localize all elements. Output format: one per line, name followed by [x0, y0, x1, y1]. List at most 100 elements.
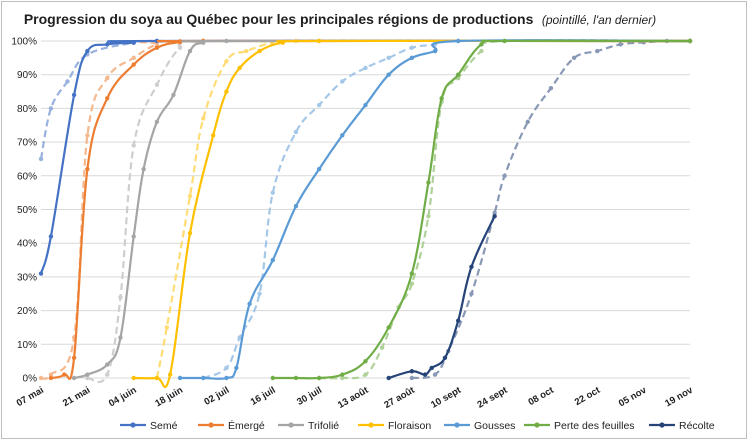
data-point	[456, 72, 461, 77]
data-point-previous	[618, 42, 623, 47]
data-point	[38, 271, 44, 276]
y-tick-label: 100%	[11, 37, 37, 48]
series-current-4	[177, 38, 693, 381]
y-tick-label: 0%	[23, 374, 38, 385]
data-point	[409, 271, 415, 276]
y-tick-label: 40%	[17, 239, 37, 250]
series-line-previous	[39, 39, 691, 160]
data-point-previous	[502, 173, 507, 178]
series-layer	[38, 38, 693, 389]
y-tick-label: 90%	[17, 70, 37, 81]
data-point	[48, 234, 54, 239]
data-point-previous	[177, 45, 183, 50]
data-point	[71, 92, 77, 98]
data-point	[154, 119, 160, 125]
data-point-previous	[363, 65, 368, 71]
data-point	[85, 48, 90, 54]
y-tick-label: 50%	[17, 205, 37, 216]
legend-label: Semé	[150, 420, 178, 432]
data-point-previous	[386, 55, 391, 61]
series-line-previous	[155, 39, 691, 379]
data-point-previous	[340, 79, 345, 84]
data-point	[439, 96, 444, 101]
data-point	[131, 40, 136, 45]
y-tick-label: 20%	[17, 306, 37, 317]
data-point-previous	[270, 190, 275, 195]
data-point-previous	[293, 129, 299, 135]
x-tick-label: 08 oct	[526, 384, 556, 408]
data-point-previous	[409, 45, 415, 50]
data-point	[247, 301, 252, 307]
legend-label: Émergé	[228, 419, 265, 432]
data-point-previous	[409, 375, 415, 381]
legend-label: Floraison	[388, 420, 431, 432]
data-point	[293, 375, 299, 381]
legend-marker	[454, 422, 460, 428]
x-tick-label: 13 août	[336, 384, 371, 411]
data-point	[340, 133, 345, 138]
data-point-previous	[38, 156, 44, 162]
data-point-previous	[154, 82, 160, 88]
series-line-current	[39, 39, 691, 274]
data-point	[270, 257, 275, 263]
data-point-previous	[131, 55, 136, 61]
data-point-previous	[164, 325, 170, 330]
chart-title-note: (pointillé, l'an dernier)	[542, 13, 656, 27]
data-point	[224, 89, 229, 94]
data-point-previous	[426, 214, 431, 219]
data-point	[293, 203, 299, 209]
data-point	[257, 48, 262, 54]
chart-title-main: Progression du soya au Québec pour les p…	[24, 11, 534, 27]
x-tick-label: 27 août	[382, 384, 417, 411]
x-tick-label: 21 mai	[61, 385, 92, 409]
data-point	[61, 372, 67, 377]
legend-marker	[368, 422, 374, 428]
series-line-current	[133, 39, 691, 389]
data-point	[201, 40, 206, 45]
data-point	[316, 375, 322, 381]
data-point-previous	[187, 193, 193, 199]
data-point-previous	[201, 116, 206, 121]
series-current-6	[386, 214, 497, 381]
data-point	[422, 372, 428, 377]
data-point	[234, 365, 239, 371]
series-line-current	[73, 39, 691, 380]
data-point-previous	[244, 48, 249, 54]
data-point	[118, 335, 123, 340]
data-point	[270, 375, 275, 381]
data-point	[177, 375, 183, 381]
data-point	[187, 48, 193, 54]
y-axis-ticks: 0% 10% 20% 30% 40% 50% 60% 70% 80% 90% 100%	[11, 37, 37, 385]
data-point	[456, 38, 461, 44]
data-point-previous	[257, 291, 262, 296]
data-point	[363, 102, 368, 108]
legend-label: Perte des feuilles	[554, 420, 635, 432]
data-point-previous	[118, 294, 123, 300]
data-point-previous	[131, 143, 136, 148]
data-point-previous	[105, 372, 110, 377]
x-tick-label: 10 sept	[429, 384, 464, 410]
data-point-previous	[548, 85, 554, 91]
legend-item: Émergé	[198, 419, 265, 432]
x-tick-label: 24 sept	[476, 384, 511, 410]
legend-item: Gousses	[444, 420, 515, 432]
data-point	[409, 369, 415, 374]
data-point	[224, 38, 229, 44]
data-point	[492, 214, 497, 219]
data-point	[105, 96, 110, 101]
y-tick-label: 60%	[17, 171, 37, 182]
x-tick-label: 02 juil	[202, 385, 231, 408]
data-point	[105, 42, 110, 47]
legend-marker	[288, 422, 294, 428]
data-point-previous	[492, 210, 497, 216]
data-point	[105, 362, 110, 367]
legend-marker	[659, 422, 665, 428]
x-tick-label: 19 nov	[663, 384, 695, 409]
data-point-previous	[469, 291, 474, 296]
legend-item: Récolte	[649, 420, 715, 432]
x-tick-label: 22 oct	[573, 384, 603, 408]
x-axis-ticks: 07 mai 21 mai 04 juin 18 juin 02 juil 16 juil…	[15, 384, 696, 411]
data-point	[340, 372, 345, 377]
chart-title: Progression du soya au Québec pour les p…	[24, 11, 656, 28]
